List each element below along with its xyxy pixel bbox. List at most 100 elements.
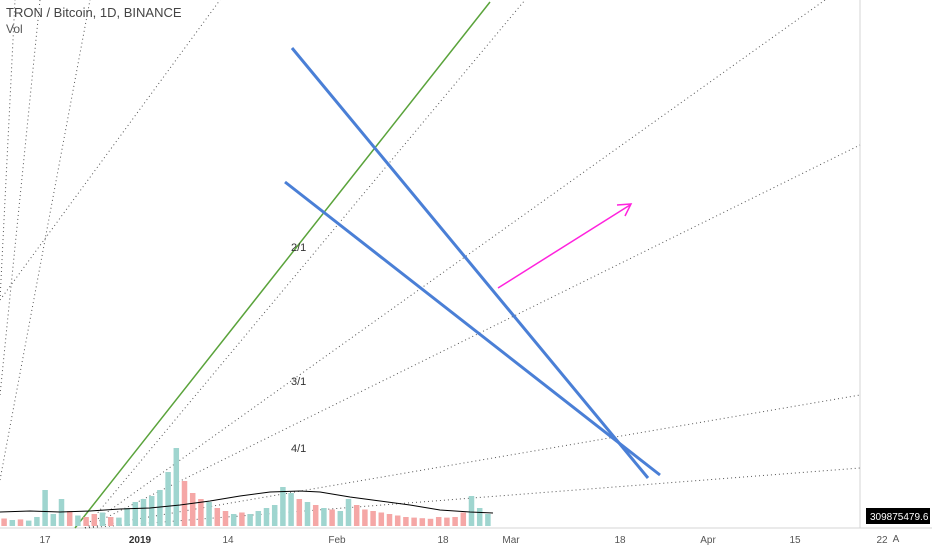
projection-arrow[interactable] [497,204,631,289]
volume-bar [83,517,89,526]
x-ticks-layer: 17 2019 14 Feb 18 Mar 18 Apr 15 22 [39,535,888,546]
fan-line-dotted [0,0,91,481]
volume-bar [148,496,155,526]
volume-moving-average [0,490,494,514]
volume-bar [198,499,204,526]
volume-bar [140,499,147,526]
volume-bar [304,502,311,526]
volume-bar [173,448,180,526]
volume-bar [362,509,368,526]
volume-layer [1,448,491,526]
volume-bar [66,511,73,526]
volume-bar [419,518,426,526]
volume-bar [255,511,262,526]
volume-bar [386,514,393,526]
volume-bar [345,499,352,526]
volume-bar [58,499,65,526]
volume-bar [189,493,196,526]
auto-scale-button[interactable]: A [889,531,903,545]
volume-bar [99,512,106,526]
volume-bar [206,502,212,526]
volume-value-badge-text: 309875479.6 [870,512,929,523]
x-tick-label: 2019 [129,535,152,546]
volume-bar [435,517,442,526]
volume-bar [42,490,48,526]
volume-bar [321,508,327,526]
volume-bar [452,517,458,526]
volume-bar [476,508,483,526]
channel-lower-line[interactable] [284,180,661,477]
volume-value-badge-bg [866,508,930,524]
volume-bar [263,508,270,526]
volume-bar [444,517,450,526]
volume-label: Vol [6,22,23,36]
chart-title: TRON / Bitcoin, 1D, BINANCE [6,5,182,20]
volume-bar [427,518,434,526]
volume-bar [239,512,245,526]
fan-line-main[interactable] [74,1,491,529]
fan-line-dotted [84,0,526,529]
volume-bar [337,511,344,526]
fan-ratio-label: 3/1 [291,376,306,388]
volume-bar [132,502,139,526]
x-tick-label: Mar [502,535,520,546]
volume-bar [411,517,417,526]
volume-bar [468,496,475,526]
plot-area[interactable] [0,0,860,528]
volume-bar [165,472,171,526]
price-badges-layer: 0.000008200.000007380.000006980.00000653… [866,508,930,524]
auto-scale-circle[interactable] [889,531,903,545]
volume-bar [353,505,360,526]
volume-bar [288,493,294,526]
x-tick-label: 22 [876,535,888,546]
volume-value-badge[interactable]: 309875479.6 [866,508,930,524]
volume-bar [75,515,81,526]
volume-bar [107,517,114,526]
x-tick-label: 14 [222,535,234,546]
x-tick-label: 17 [39,535,51,546]
volume-bar [280,487,286,526]
x-tick-label: 18 [437,535,449,546]
volume-bar [296,499,303,526]
volume-bar [378,512,385,526]
volume-bar [485,514,491,526]
volume-bar [25,520,32,526]
volume-bar [116,517,122,526]
volume-bar [403,517,409,526]
channel-upper-line[interactable] [290,47,650,479]
volume-bar [460,512,467,526]
volume-bar [157,490,163,526]
volume-bar [50,514,57,526]
volume-bar [181,481,188,526]
fan-labels-layer: 2/1 3/1 4/1 [291,242,306,455]
volume-bar [34,517,40,526]
volume-bar [370,511,376,526]
volume-bar [312,505,319,526]
x-tick-label: 18 [614,535,626,546]
volume-bar [9,520,16,526]
x-tick-label: Apr [700,535,716,546]
volume-bar [394,515,401,526]
fan-ratio-label: 2/1 [291,242,306,254]
fan-ratio-label: 4/1 [291,443,306,455]
volume-bar [91,514,98,526]
x-tick-label: Feb [328,535,346,546]
time-scale[interactable] [0,528,932,550]
x-tick-label: 15 [789,535,801,546]
projection-arrow-head [616,203,633,217]
volume-bar [124,508,130,526]
volume-bar [271,505,278,526]
volume-bar [214,508,221,526]
volume-bar [17,519,24,526]
volume-bar [230,514,237,526]
channel-lines-layer [284,47,661,479]
price-scale[interactable] [860,0,932,528]
volume-bar [1,518,7,526]
auto-scale-icon[interactable]: A [893,534,900,545]
volume-bar [222,511,229,526]
volume-bar [247,514,253,526]
fan-line-dotted [84,144,861,529]
volume-bar [329,509,335,526]
